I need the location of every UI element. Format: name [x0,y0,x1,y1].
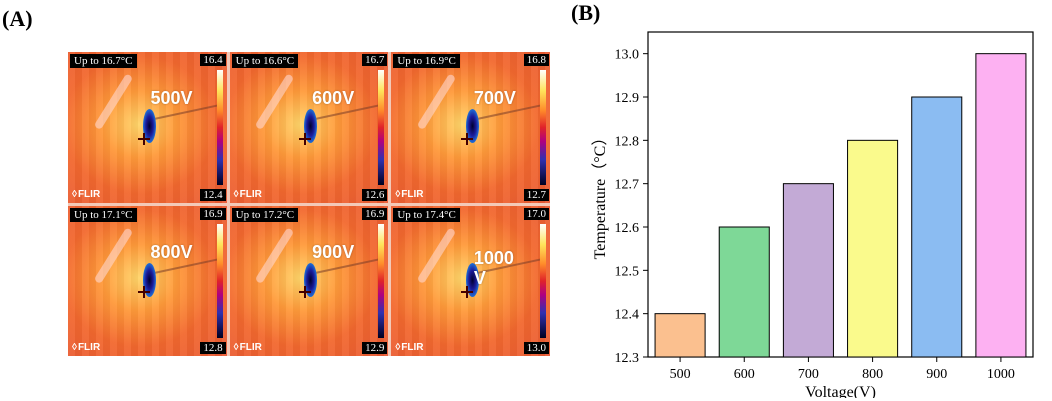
probe-hotspot [142,262,156,297]
probe-hotspot [304,109,318,144]
y-tick-label: 12.6 [615,221,640,236]
voltage-label: 800V [150,241,193,262]
x-tick-label: 800 [862,367,883,382]
scale-max-value: 17.0 [523,207,549,220]
x-tick-label: 1000 [987,367,1015,382]
bar-900 [911,96,963,358]
x-tick-label: 600 [734,367,755,382]
scale-min-value: 12.7 [523,188,549,201]
scale-max-value: 16.9 [362,207,388,220]
bars [654,53,1027,358]
max-temp-label: Up to 16.7°C [70,54,137,68]
y-tick-label: 12.5 [615,264,640,279]
scale-min-value: 12.6 [362,188,388,201]
panel-b-label: (B) [571,0,601,25]
x-tick-label: 700 [798,367,819,382]
y-tick-label: 13.0 [615,48,640,63]
color-scale-bar [540,70,546,185]
scale-min-value: 12.4 [200,188,226,201]
y-tick-label: 12.3 [615,351,640,366]
x-axis: 500 600 700 800 900 1000 [670,357,1015,382]
thermal-image-1000v: Up to 17.4°C 1000 V 17.0 13.0 ◊FLIR [391,205,550,356]
max-temp-label: Up to 17.4°C [393,207,460,222]
max-temp-label: Up to 17.1°C [70,207,137,222]
flir-logo: ◊FLIR [233,188,262,200]
bar-700 [782,183,834,358]
scale-max-value: 16.9 [200,207,226,220]
bar-600 [718,226,770,358]
flir-logo-icon: ◊ [72,342,77,353]
flir-logo-icon: ◊ [395,188,401,200]
panel-a-label: (A) [2,6,33,31]
probe-hotspot [304,262,318,297]
color-scale-bar [378,223,385,338]
voltage-label: 1000 V [473,247,514,288]
color-scale-bar [216,70,223,185]
bar-500 [654,313,706,358]
thermal-image-900v: Up to 17.2°C 900V 16.9 12.9 ◊FLIR [229,205,389,356]
x-axis-label: Voltage(V) [805,384,876,398]
thermal-image-600v: Up to 16.6°C 600V 16.7 12.6 ◊FLIR [229,52,389,203]
bar-800 [847,139,899,358]
color-scale-bar [540,223,546,338]
max-temp-label: Up to 17.2°C [231,207,299,222]
color-scale-bar [216,223,223,338]
thermal-image-500v: Up to 16.7°C 500V 16.4 12.4 ◊FLIR [68,52,227,203]
scale-min-value: 12.8 [200,342,226,354]
flir-logo: ◊FLIR [395,342,424,353]
scale-max-value: 16.4 [200,54,226,66]
flir-logo: ◊FLIR [72,342,101,353]
flir-logo-icon: ◊ [72,188,77,200]
voltage-label: 900V [312,241,355,262]
scale-min-value: 13.0 [523,342,549,354]
voltage-label: 700V [473,88,516,109]
flir-logo: ◊FLIR [72,188,101,200]
y-axis-label: Temperature（°C） [591,130,609,260]
probe-hotspot [142,109,156,144]
scale-min-value: 12.9 [362,342,388,354]
probe-hotspot [465,262,479,297]
thermal-image-800v: Up to 17.1°C 800V 16.9 12.8 ◊FLIR [68,205,227,356]
bar-1000 [975,53,1027,358]
flir-logo-icon: ◊ [233,188,239,200]
flir-logo: ◊FLIR [395,188,424,200]
max-temp-label: Up to 16.6°C [231,54,299,68]
scale-max-value: 16.7 [362,54,388,66]
y-tick-label: 12.7 [615,178,640,193]
voltage-label: 500V [150,88,193,109]
flir-logo-icon: ◊ [395,342,401,353]
thermal-image-700v: Up to 16.9°C 700V 16.8 12.7 ◊FLIR [391,52,550,203]
scale-max-value: 16.8 [523,54,549,66]
probe-hotspot [465,109,479,144]
plot-frame [647,31,1034,358]
flir-logo: ◊FLIR [233,342,262,353]
voltage-label: 600V [312,88,355,109]
thermal-image-grid: Up to 16.7°C 500V 16.4 12.4 ◊FLIR Up to … [68,52,550,356]
y-axis: 12.3 12.4 12.5 12.6 12.7 12.8 12.9 13.0 [615,48,648,366]
y-tick-label: 12.4 [615,308,640,323]
color-scale-bar [378,70,385,185]
x-tick-label: 500 [670,367,691,382]
y-tick-label: 12.8 [615,134,640,149]
x-tick-label: 900 [926,367,947,382]
y-tick-label: 12.9 [615,91,640,106]
temperature-bar-chart: 12.3 12.4 12.5 12.6 12.7 12.8 12.9 13.0 500 600 7… [591,31,1034,398]
flir-logo-icon: ◊ [233,342,239,353]
max-temp-label: Up to 16.9°C [393,54,460,68]
